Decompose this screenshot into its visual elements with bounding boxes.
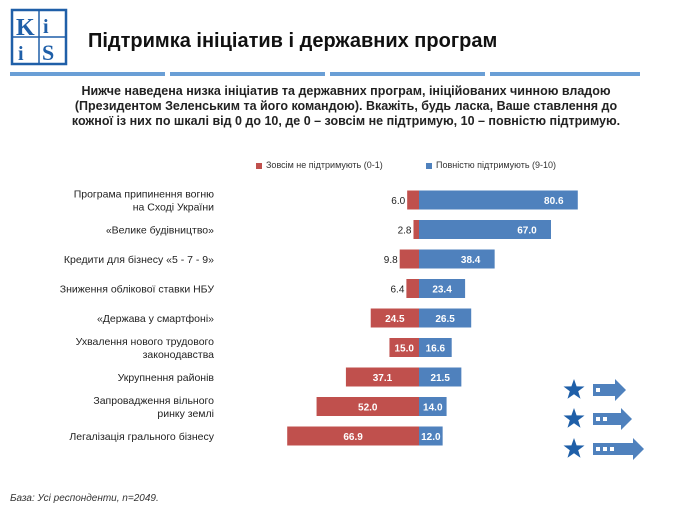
bar-positive <box>419 249 495 269</box>
bar-positive <box>419 367 462 387</box>
bar-negative <box>407 190 419 210</box>
bar-negative <box>370 308 419 328</box>
category-label: Програма припинення вогню на Сході Україн… <box>74 189 214 214</box>
star-arrow-icon-3 <box>563 438 644 460</box>
bar-positive <box>419 308 472 328</box>
category-label: «Держава у смартфоні» <box>97 313 214 325</box>
value-label-positive: 14.0 <box>423 403 443 414</box>
value-label-negative: 52.0 <box>358 403 378 414</box>
category-label: Запровадження вільного ринку землі <box>93 395 214 420</box>
bar-negative <box>399 249 419 269</box>
header-divider <box>10 72 165 76</box>
footnote: База: Усі респонденти, n=2049. <box>10 493 159 504</box>
value-label-negative: 6.0 <box>391 196 405 207</box>
category-label: Ухвалення нового трудового законодавства <box>76 336 215 361</box>
bar-positive <box>419 338 452 357</box>
category-label: Легалізація грального бізнесу <box>69 431 214 443</box>
value-label-positive: 12.0 <box>421 432 441 443</box>
value-label-positive: 16.6 <box>426 344 446 355</box>
star-arrow-icon-1 <box>563 379 626 401</box>
legend-swatch <box>426 162 432 169</box>
value-label-positive: 38.4 <box>461 255 481 266</box>
bar-negative <box>406 279 419 298</box>
value-label-negative: 66.9 <box>343 432 363 443</box>
svg-text:i: i <box>18 43 24 65</box>
header-divider <box>490 72 640 76</box>
bar-negative <box>389 338 419 357</box>
value-label-positive: 80.6 <box>544 196 564 207</box>
value-label-negative: 6.4 <box>390 285 404 296</box>
value-label-negative: 9.8 <box>384 255 398 266</box>
value-label-negative: 15.0 <box>394 344 414 355</box>
category-label: Зниження облікової ставки НБУ <box>60 284 215 296</box>
bar-positive <box>419 190 578 210</box>
legend-item-positive: Повністю підтримують (9-10) <box>426 160 556 170</box>
legend-label: Повністю підтримують (9-10) <box>436 160 557 170</box>
value-label-negative: 24.5 <box>385 314 405 325</box>
bar-positive <box>419 279 466 298</box>
value-label-positive: 67.0 <box>517 226 537 237</box>
page-title: Підтримка ініціатив і державних програм <box>88 30 498 52</box>
category-label: «Велике будівництво» <box>106 225 214 237</box>
bar-positive <box>419 426 443 446</box>
category-label: Кредити для бізнесу «5 - 7 - 9» <box>64 254 214 266</box>
legend-swatch <box>256 162 262 169</box>
header-divider <box>330 72 485 76</box>
bar-positive <box>419 220 551 239</box>
survey-question: Нижче наведена низка ініціатив та держав… <box>71 84 621 128</box>
star-arrow-icon-2 <box>563 408 632 430</box>
svg-text:i: i <box>43 16 49 38</box>
value-label-negative: 37.1 <box>373 373 393 384</box>
value-label-positive: 26.5 <box>435 314 455 325</box>
bar-negative <box>316 397 419 416</box>
legend-label: Зовсім не підтримують (0-1) <box>266 160 383 170</box>
svg-text:S: S <box>42 40 54 65</box>
category-label: Укрупнення районів <box>118 372 215 384</box>
legend-item-negative: Зовсім не підтримують (0-1) <box>256 160 383 170</box>
value-label-positive: 23.4 <box>432 285 452 296</box>
bar-negative <box>287 426 419 446</box>
value-label-positive: 21.5 <box>430 373 450 384</box>
bar-negative <box>413 220 419 239</box>
value-label-negative: 2.8 <box>398 226 412 237</box>
bar-positive <box>419 397 447 416</box>
kiis-logo: K i i S <box>10 8 68 66</box>
bar-negative <box>345 367 419 387</box>
header-divider <box>170 72 325 76</box>
svg-text:K: K <box>16 15 35 41</box>
